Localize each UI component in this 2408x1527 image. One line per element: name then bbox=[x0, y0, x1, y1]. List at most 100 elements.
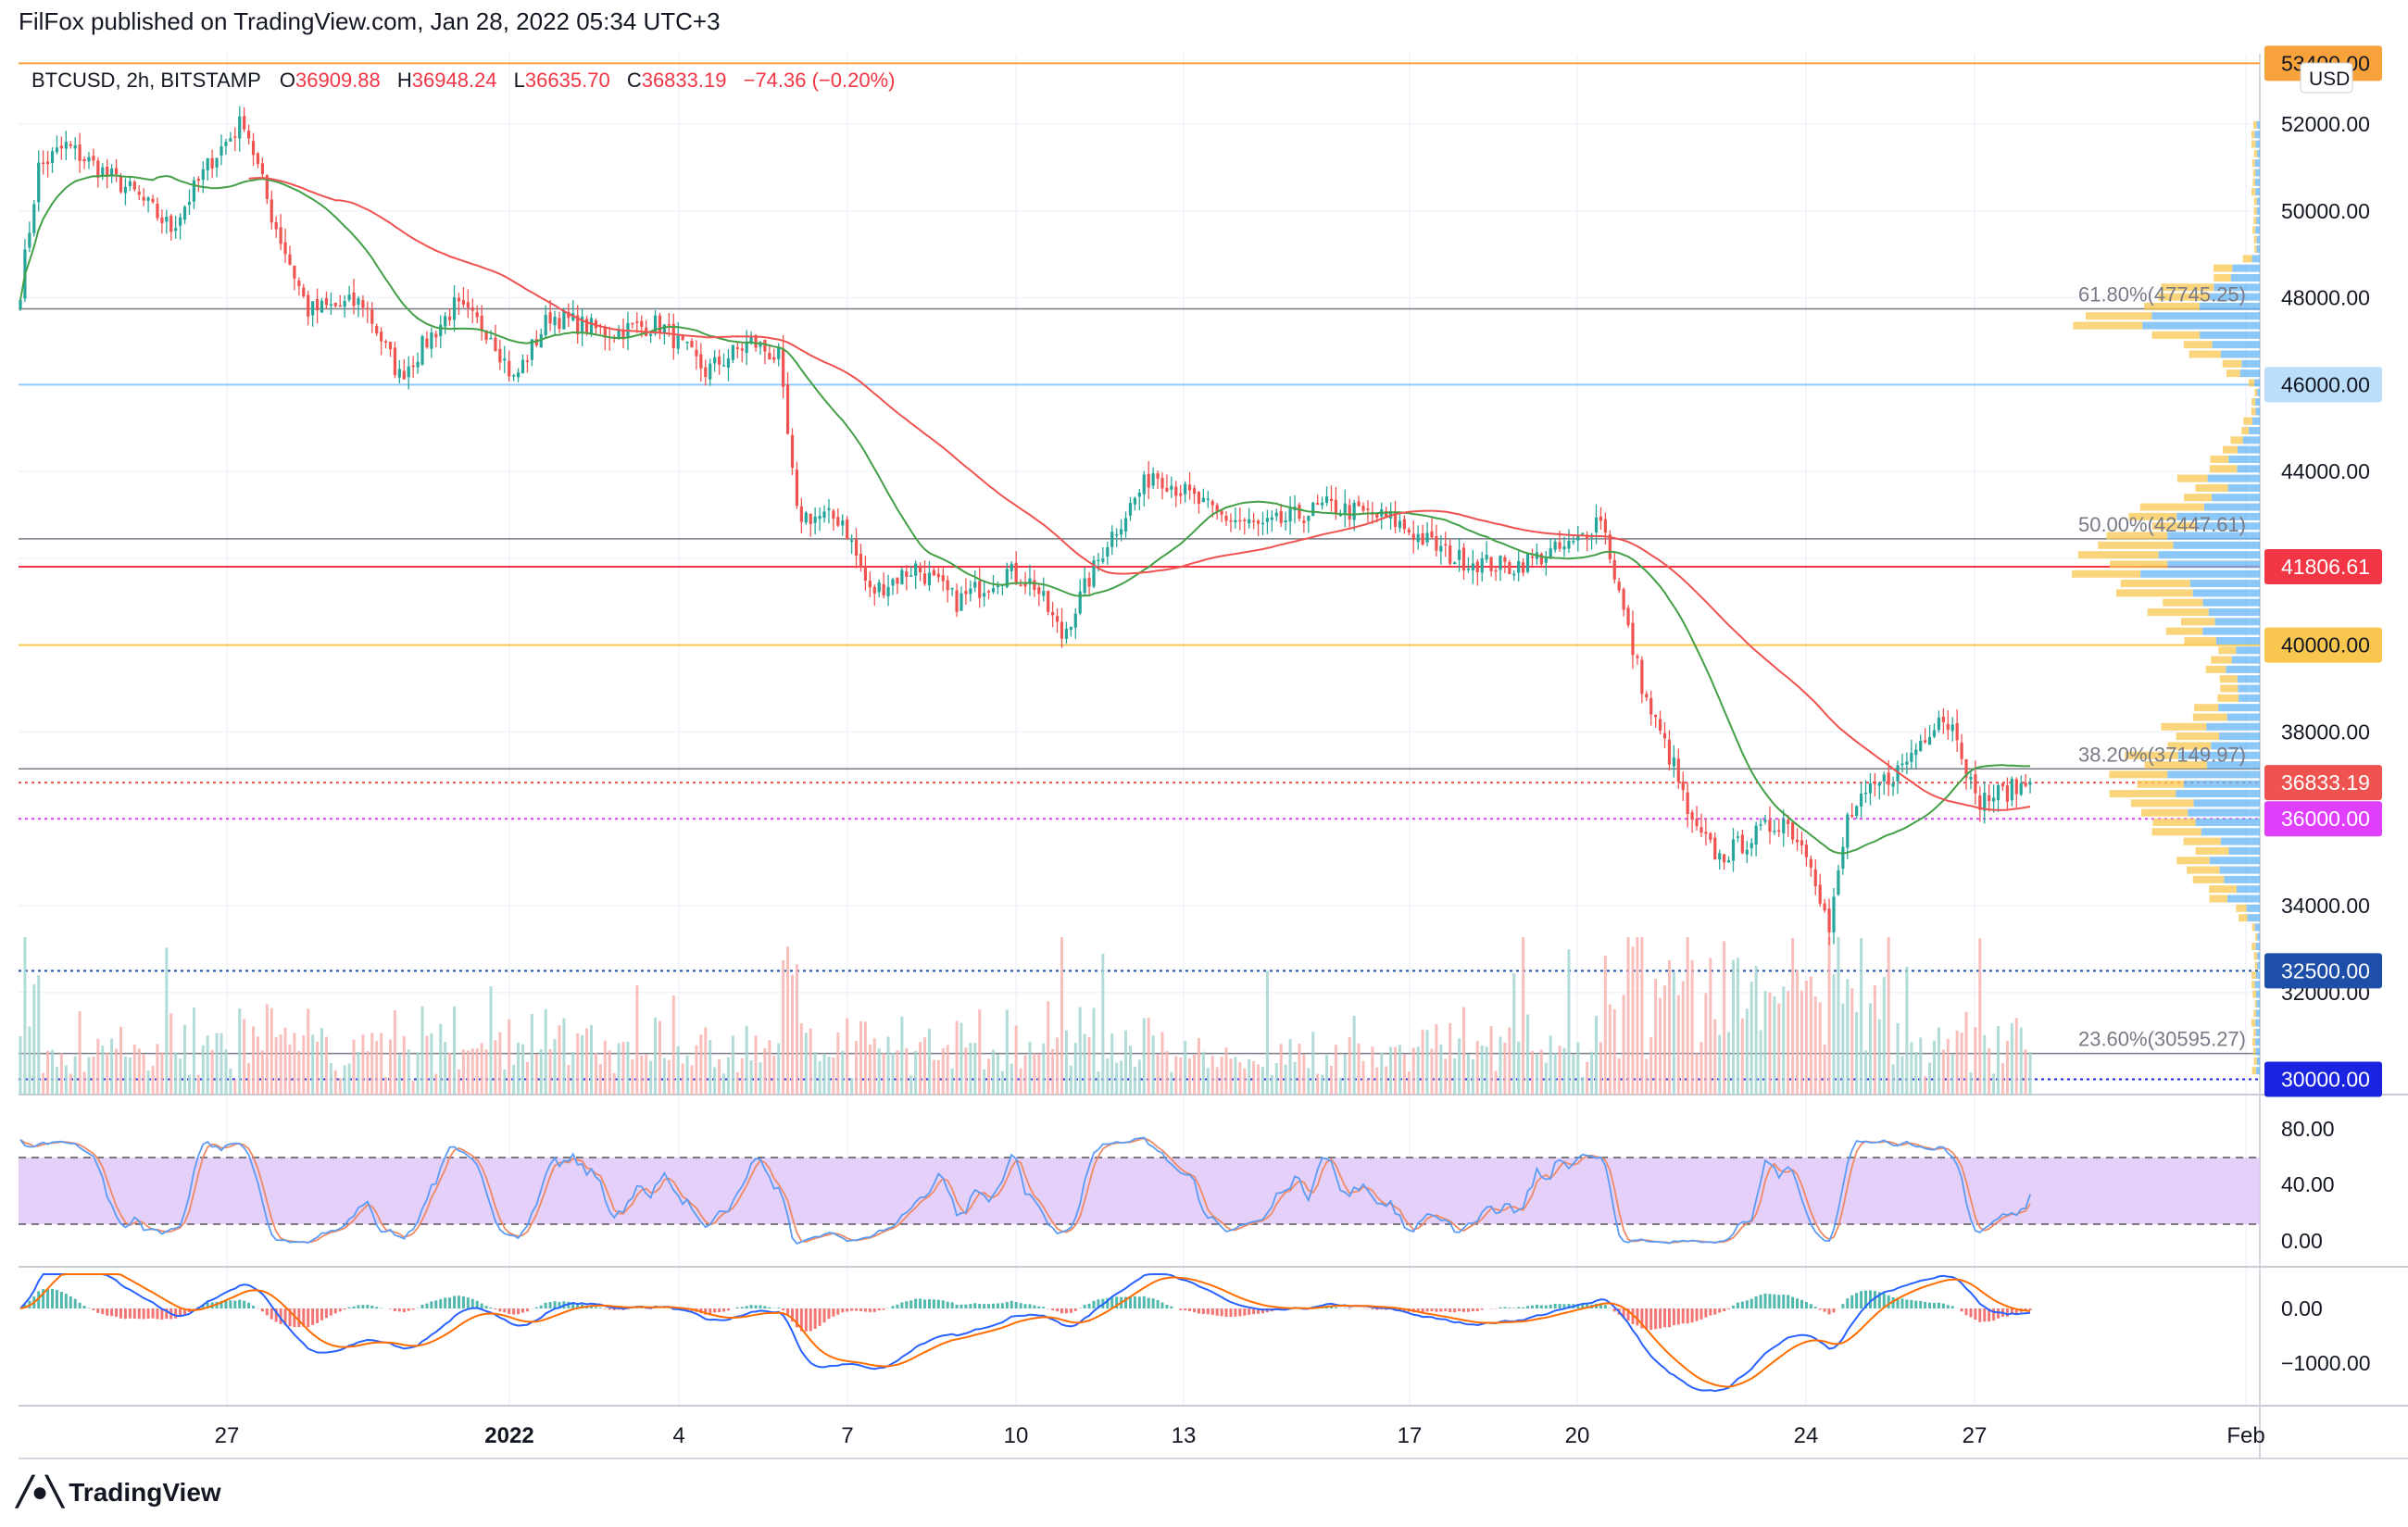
macd-histogram-bar bbox=[709, 1308, 711, 1314]
volume-bar bbox=[216, 1033, 219, 1095]
volume-bar bbox=[297, 1051, 300, 1095]
volume-bar bbox=[1723, 941, 1725, 1095]
volume-profile-bar-up bbox=[2251, 188, 2255, 195]
candle-body bbox=[526, 360, 529, 362]
volume-profile-bar-up bbox=[2239, 914, 2248, 921]
candle-body bbox=[1148, 474, 1150, 488]
volume-bar bbox=[247, 1063, 250, 1095]
macd-histogram-bar bbox=[1001, 1303, 1004, 1308]
volume-bar bbox=[1307, 1068, 1310, 1095]
volume-bar bbox=[581, 1035, 583, 1095]
candle-body bbox=[1344, 504, 1347, 514]
macd-histogram-bar bbox=[320, 1308, 323, 1320]
volume-bar bbox=[1696, 1054, 1699, 1095]
volume-bar bbox=[1503, 1043, 1506, 1095]
candle-body bbox=[937, 574, 940, 578]
volume-profile-bar-down bbox=[2252, 418, 2260, 425]
candle-body bbox=[476, 312, 479, 317]
volume-bar bbox=[786, 946, 789, 1095]
candle-body bbox=[818, 516, 821, 519]
macd-histogram-bar bbox=[873, 1308, 876, 1312]
candle-body bbox=[37, 163, 40, 203]
volume-bar bbox=[1586, 1062, 1588, 1095]
candle-body bbox=[1928, 737, 1931, 745]
time-axis-label: 24 bbox=[1794, 1423, 1819, 1448]
macd-histogram-bar bbox=[1933, 1303, 1936, 1308]
volume-bar bbox=[526, 1062, 529, 1095]
volume-bar bbox=[207, 1035, 209, 1095]
volume-bar bbox=[699, 1034, 702, 1095]
volume-bar bbox=[233, 1080, 236, 1095]
macd-histogram-bar bbox=[96, 1308, 99, 1313]
candle-body bbox=[1522, 562, 1524, 572]
volume-bar bbox=[394, 1010, 396, 1095]
volume-bar bbox=[672, 995, 675, 1095]
volume-bar bbox=[1170, 1072, 1173, 1095]
candle-body bbox=[677, 334, 680, 348]
price-badge-label: 36000.00 bbox=[2281, 807, 2370, 831]
volume-bar bbox=[87, 1058, 90, 1095]
candle-body bbox=[1558, 542, 1561, 548]
volume-bar bbox=[1928, 1063, 1931, 1095]
candle-body bbox=[1759, 824, 1762, 826]
candle-body bbox=[1741, 834, 1744, 853]
volume-bar bbox=[1353, 1016, 1356, 1095]
candle-body bbox=[1832, 896, 1835, 932]
candle-body bbox=[1348, 505, 1351, 519]
volume-bar bbox=[1718, 1035, 1721, 1095]
volume-bar bbox=[124, 1057, 127, 1095]
macd-histogram-bar bbox=[147, 1308, 150, 1319]
candle-body bbox=[1595, 518, 1598, 532]
candle-body bbox=[165, 217, 168, 221]
volume-bar bbox=[1472, 1059, 1474, 1095]
volume-bar bbox=[197, 1075, 200, 1095]
candle-body bbox=[1143, 475, 1146, 494]
stoch-axis-tick-label: 40.00 bbox=[2281, 1172, 2335, 1196]
tradingview-brand[interactable]: ╱●╲ TradingView bbox=[17, 1476, 221, 1508]
candle-body bbox=[1439, 546, 1442, 552]
volume-bar bbox=[1841, 1004, 1844, 1095]
volume-profile-bar-up bbox=[2110, 560, 2167, 568]
macd-histogram-bar bbox=[498, 1308, 501, 1311]
candle-body bbox=[1307, 516, 1310, 520]
volume-bar bbox=[567, 1065, 570, 1095]
macd-histogram-bar bbox=[1170, 1307, 1173, 1308]
volume-bar bbox=[846, 1019, 848, 1095]
volume-profile-bar-up bbox=[2252, 923, 2255, 931]
candle-body bbox=[699, 355, 702, 369]
candle-body bbox=[151, 199, 154, 203]
candle-body bbox=[1531, 557, 1534, 558]
volume-bar bbox=[1631, 946, 1634, 1095]
volume-bar bbox=[933, 1060, 935, 1095]
candle-body bbox=[1023, 583, 1026, 586]
volume-bar bbox=[997, 1054, 999, 1095]
legend-high-value: 36948.24 bbox=[412, 69, 497, 92]
volume-profile-bar-up bbox=[2187, 867, 2219, 874]
candle-body bbox=[763, 340, 766, 352]
volume-bar bbox=[1604, 956, 1607, 1095]
volume-bar bbox=[1810, 977, 1812, 1095]
candle-body bbox=[280, 227, 282, 244]
volume-bar bbox=[1531, 1051, 1534, 1095]
candle-body bbox=[219, 146, 222, 156]
macd-histogram-bar bbox=[1472, 1308, 1474, 1311]
candle-body bbox=[983, 593, 985, 596]
volume-profile-bar-down bbox=[2196, 819, 2260, 826]
candle-body bbox=[1174, 487, 1177, 496]
volume-bar bbox=[1517, 1042, 1520, 1095]
candle-body bbox=[1330, 499, 1333, 501]
volume-profile-bar-up bbox=[2251, 398, 2255, 406]
volume-bar bbox=[755, 1035, 758, 1095]
macd-histogram-bar bbox=[1888, 1295, 1890, 1308]
macd-histogram-bar bbox=[307, 1308, 309, 1327]
candle-body bbox=[42, 163, 44, 165]
volume-bar bbox=[1275, 1063, 1278, 1095]
candle-body bbox=[1124, 518, 1127, 532]
volume-bar bbox=[101, 1045, 104, 1095]
volume-bar bbox=[266, 1005, 269, 1095]
volume-profile-bar-down bbox=[2173, 542, 2260, 549]
volume-bar bbox=[1160, 1033, 1163, 1095]
volume-bar bbox=[1773, 996, 1775, 1095]
volume-profile-bar-down bbox=[2257, 1058, 2260, 1065]
volume-bar bbox=[859, 1021, 862, 1095]
